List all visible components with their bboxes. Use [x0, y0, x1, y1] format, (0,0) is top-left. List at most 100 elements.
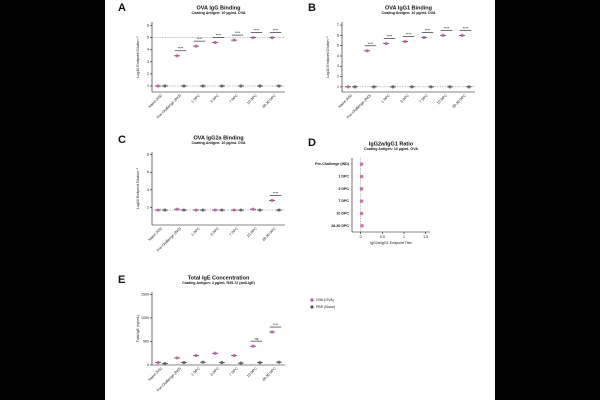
significance-label: **** [368, 42, 374, 46]
data-point [182, 208, 186, 212]
significance-label: **** [444, 26, 450, 30]
data-point [182, 84, 186, 88]
data-point [460, 33, 464, 37]
data-point [422, 35, 426, 40]
significance-label: ns [255, 337, 259, 341]
data-point [467, 85, 471, 89]
y-tick-label: 500 [143, 339, 149, 343]
data-point [194, 44, 198, 48]
data-point [175, 207, 179, 211]
chart-subtitle: Coating Antigen: 10 µg/mL OVA [192, 141, 246, 145]
data-point [429, 85, 433, 89]
y-tick-label: 4 [337, 54, 339, 58]
data-point [270, 330, 274, 334]
data-point [163, 361, 167, 366]
y-axis-label: Log10 Endpoint Dilution⁻¹ [136, 167, 140, 209]
significance-label: **** [425, 28, 431, 32]
y-tick-label: 3 [147, 60, 149, 64]
significance-label: **** [387, 35, 393, 39]
data-point [359, 211, 364, 216]
y-tick-label: 1 DPC [338, 174, 349, 178]
data-point [201, 208, 205, 212]
data-point [353, 85, 357, 89]
data-point [359, 174, 364, 179]
legend-swatch [310, 298, 314, 302]
y-tick-label: 2 [337, 75, 339, 79]
y-tick-label: 4 [147, 188, 149, 192]
chart-subtitle: Coating Antigen: 10 µg/mL OVA [364, 147, 418, 151]
data-point [213, 40, 217, 45]
data-point [232, 353, 236, 358]
x-axis-label: IgG2a/IgG1 Endpoint Titer [370, 241, 413, 245]
data-point [372, 85, 376, 89]
y-tick-label: 1000 [141, 316, 149, 320]
data-point [220, 208, 224, 212]
x-tick-label: 1 DPC [191, 366, 202, 377]
significance-label: **** [197, 37, 203, 41]
legend-label: PBS (None) [316, 305, 335, 309]
data-point [175, 54, 179, 58]
y-tick-label: 5 [337, 44, 339, 48]
y-tick-label: 1500 [141, 292, 149, 296]
y-tick-label: Pre-Challenge (IND) [315, 162, 350, 166]
data-point [232, 38, 236, 42]
data-point [182, 361, 186, 365]
x-tick-label: 7 DPC [229, 226, 240, 237]
data-point [384, 42, 388, 46]
data-point [258, 84, 262, 88]
panel-letter: A [118, 2, 126, 14]
y-tick-label: 4 [147, 48, 149, 52]
y-tick-label: 3 DPC [338, 187, 349, 191]
data-point [232, 208, 236, 212]
x-tick-label: 1 DPC [191, 226, 202, 237]
x-tick-label: 7 DPC [229, 93, 240, 104]
panel-letter: D [308, 137, 316, 149]
x-tick-label: 1 DPC [191, 93, 202, 104]
y-tick-label: 7 DPC [338, 199, 349, 203]
data-point [156, 361, 160, 365]
x-tick-label: 3 DPC [210, 93, 221, 104]
y-tick-label: 7 [337, 23, 339, 27]
significance-label: **** [406, 33, 412, 37]
x-tick-label: 0.5 [380, 235, 385, 239]
significance-label: **** [273, 323, 279, 327]
data-point [156, 208, 160, 212]
data-point [258, 208, 262, 212]
x-tick-label: 1 DPC [381, 93, 392, 104]
data-point [403, 39, 407, 44]
y-tick-label: 10 DPC [336, 211, 349, 215]
chart-subtitle: Coating Antigen: 2 µg/mL R35-72 (anti-Ig… [182, 281, 256, 285]
data-point [359, 187, 364, 191]
y-tick-label: 1 [147, 84, 149, 88]
significance-label: **** [235, 31, 241, 35]
figure-background [105, 0, 495, 400]
data-point [277, 360, 281, 364]
y-axis-label: Total IgE (ng/mL) [136, 315, 140, 342]
chart-title: OVA IgG Binding [197, 5, 241, 11]
x-tick-label: 7 DPC [419, 93, 430, 104]
x-tick-label: 3 DPC [400, 93, 411, 104]
data-point [448, 85, 452, 89]
data-point [410, 85, 414, 89]
x-tick-label: 3 DPC [210, 366, 221, 377]
data-point [163, 208, 167, 212]
data-point [441, 33, 445, 37]
y-tick-label: 28-30 DPC [331, 224, 349, 228]
y-tick-label: 0 [147, 363, 149, 367]
y-tick-label: 8 [147, 153, 149, 157]
legend-label: OVA (OVA) [316, 298, 334, 302]
data-point [277, 84, 281, 88]
significance-label: **** [254, 29, 260, 33]
chart-title: Total IgE Concentration [188, 275, 250, 281]
data-point [163, 84, 167, 88]
data-point [251, 36, 255, 40]
data-point [220, 361, 224, 365]
panel-letter: E [118, 274, 125, 286]
y-tick-label: 5 [147, 36, 149, 40]
panel-letter: C [118, 134, 126, 146]
significance-label: **** [463, 26, 469, 30]
x-tick-label: 1 [403, 235, 405, 239]
data-point [359, 199, 364, 203]
